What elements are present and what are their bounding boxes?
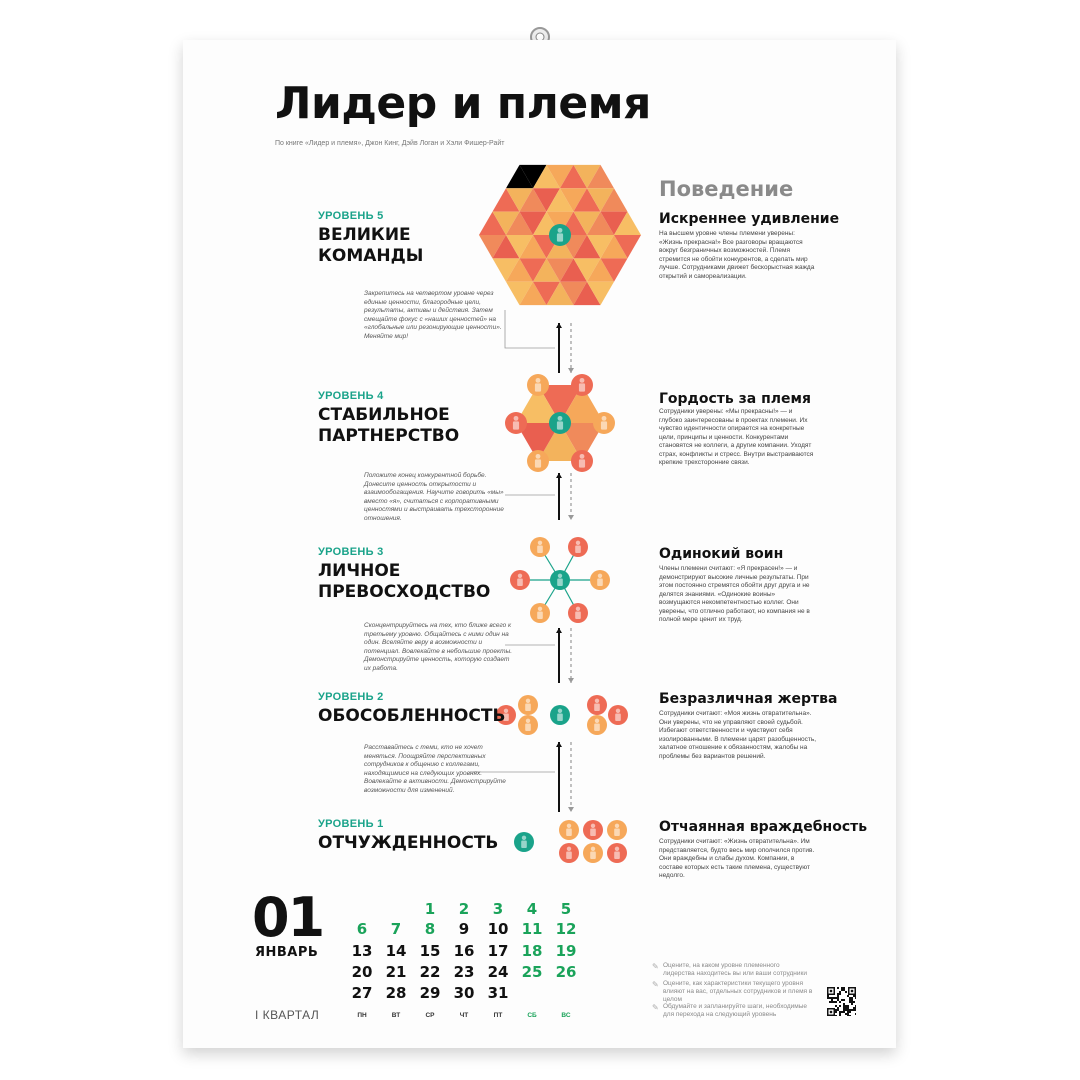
calendar-day: 23	[453, 963, 475, 981]
behavior-heading: Поведение	[659, 177, 794, 201]
level-1-name: ОТЧУЖДЕННОСТЬ	[318, 833, 499, 853]
quarter-label: I КВАРТАЛ	[255, 1008, 320, 1022]
level-3-name: ЛИЧНОЕ ПРЕВОСХОДСТВО	[318, 561, 491, 602]
calendar-day: 19	[555, 942, 577, 960]
level-2-behavior-title: Безразличная жертва	[659, 691, 838, 707]
level-3-advice: Положите конец конкурентной борьбе. Доне…	[364, 472, 504, 522]
calendar-day: 4	[526, 900, 538, 918]
calendar-day: 3	[492, 900, 504, 918]
calendar-day: 9	[458, 920, 470, 938]
calendar-day: 8	[424, 920, 436, 938]
calendar-day: 2	[458, 900, 470, 918]
calendar-day: 15	[419, 942, 441, 960]
weekday-label: ЧТ	[459, 1012, 469, 1019]
page-title: Лидер и племя	[275, 78, 651, 129]
level-4-tag: УРОВЕНЬ 4	[318, 390, 384, 402]
weekday-label: СБ	[527, 1012, 537, 1019]
calendar-day: 26	[555, 963, 577, 981]
weekday-label: ПН	[357, 1012, 367, 1019]
calendar-day: 24	[487, 963, 509, 981]
tip-item: Оцените, как характеристики текущего уро…	[663, 980, 813, 1003]
level-4-behavior-title: Гордость за племя	[659, 391, 811, 407]
level-5-name: ВЕЛИКИЕ КОМАНДЫ	[318, 225, 424, 266]
calendar-day: 29	[419, 984, 441, 1002]
level-2-name: ОБОСОБЛЕННОСТЬ	[318, 706, 506, 726]
calendar-day: 27	[351, 984, 373, 1002]
calendar-day: 31	[487, 984, 509, 1002]
level-4-advice: Закрепитесь на четвертом уровне через ед…	[364, 290, 502, 340]
note-icon: ✎	[652, 980, 659, 989]
tip-item: Обдумайте и запланируйте шаги, необходим…	[663, 1003, 808, 1018]
tip-item: Оцените, на каком уровне племенного лиде…	[663, 962, 807, 977]
calendar-day: 16	[453, 942, 475, 960]
level-5-behavior-title: Искреннее удивление	[659, 211, 840, 227]
weekday-label: СР	[425, 1012, 435, 1019]
calendar-day: 1	[424, 900, 436, 918]
level-1-behavior-title: Отчаянная враждебность	[659, 819, 868, 835]
level-1-behavior-text: Сотрудники считают: «Жизнь отвратительна…	[659, 838, 815, 879]
month-name: ЯНВАРЬ	[255, 945, 319, 960]
level-5-tag: УРОВЕНЬ 5	[318, 210, 384, 222]
calendar-day: 10	[487, 920, 509, 938]
calendar-day: 28	[385, 984, 407, 1002]
weekday-label: ПТ	[493, 1012, 503, 1019]
note-icon: ✎	[652, 962, 659, 971]
calendar-day: 5	[560, 900, 572, 918]
level-3-tag: УРОВЕНЬ 3	[318, 546, 384, 558]
calendar-day: 17	[487, 942, 509, 960]
page-subtitle: По книге «Лидер и племя», Джон Кинг, Дэй…	[275, 140, 505, 147]
calendar-day: 20	[351, 963, 373, 981]
calendar-day: 21	[385, 963, 407, 981]
month-number: 01	[252, 886, 325, 949]
calendar-day: 22	[419, 963, 441, 981]
level-1-advice: Расставайтесь с теми, кто не хочет менят…	[364, 744, 506, 794]
calendar-day: 7	[390, 920, 402, 938]
calendar-day: 14	[385, 942, 407, 960]
calendar-day: 30	[453, 984, 475, 1002]
calendar-day: 11	[521, 920, 543, 938]
calendar-day: 18	[521, 942, 543, 960]
level-1-tag: УРОВЕНЬ 1	[318, 818, 384, 830]
level-4-behavior-text: Сотрудники уверены: «Мы прекрасны!» — и …	[659, 408, 814, 466]
calendar-day: 13	[351, 942, 373, 960]
calendar-day: 25	[521, 963, 543, 981]
calendar-day: 12	[555, 920, 577, 938]
level-2-behavior-text: Сотрудники считают: «Моя жизнь отвратите…	[659, 710, 817, 760]
qr-code-icon	[827, 987, 856, 1016]
level-2-tag: УРОВЕНЬ 2	[318, 691, 384, 703]
weekday-label: ВС	[561, 1012, 571, 1019]
note-icon: ✎	[652, 1003, 659, 1012]
level-5-behavior-text: На высшем уровне члены племени уверены: …	[659, 230, 815, 280]
weekday-label: ВТ	[391, 1012, 401, 1019]
level-3-behavior-text: Члены племени считают: «Я прекрасен!» — …	[659, 565, 810, 623]
calendar-day: 6	[356, 920, 368, 938]
level-3-behavior-title: Одинокий воин	[659, 546, 784, 562]
level-4-name: СТАБИЛЬНОЕ ПАРТНЕРСТВО	[318, 405, 460, 446]
level-2-advice: Сконцентрируйтесь на тех, кто ближе всег…	[364, 622, 513, 672]
